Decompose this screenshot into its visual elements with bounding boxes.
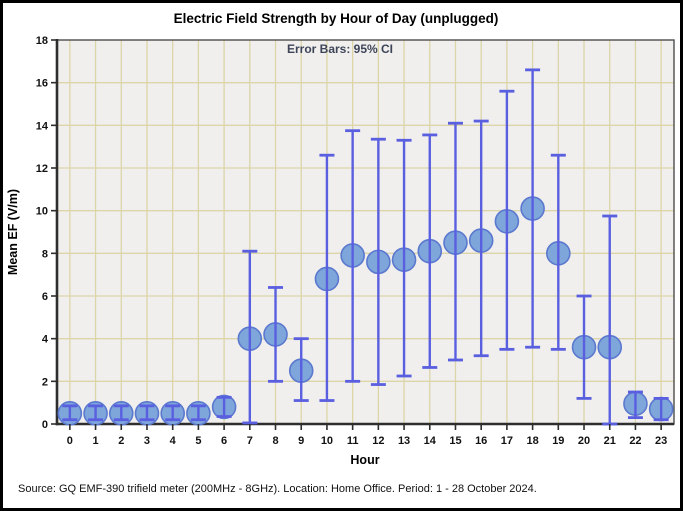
x-tick-label: 12 bbox=[372, 435, 384, 447]
x-tick-label: 18 bbox=[526, 435, 538, 447]
error-bar bbox=[525, 68, 541, 349]
x-tick-label: 4 bbox=[170, 435, 177, 447]
y-tick-label: 0 bbox=[42, 419, 48, 431]
error-bar bbox=[268, 286, 284, 383]
y-tick-label: 14 bbox=[36, 120, 49, 132]
error-bar bbox=[396, 138, 412, 378]
x-tick-label: 22 bbox=[629, 435, 641, 447]
x-tick-label: 16 bbox=[475, 435, 487, 447]
error-bar bbox=[370, 137, 386, 386]
x-tick-label: 21 bbox=[604, 435, 616, 447]
error-bar bbox=[653, 396, 669, 422]
error-bar bbox=[576, 294, 592, 400]
error-bar bbox=[627, 390, 643, 420]
x-tick-label: 13 bbox=[398, 435, 410, 447]
y-tick-label: 2 bbox=[42, 376, 48, 388]
x-tick-label: 8 bbox=[272, 435, 278, 447]
x-tick-label: 14 bbox=[424, 435, 437, 447]
x-tick-label: 10 bbox=[321, 435, 333, 447]
error-bar bbox=[216, 395, 232, 418]
error-bar bbox=[473, 119, 489, 358]
y-tick-label: 10 bbox=[36, 206, 48, 218]
x-tick-label: 3 bbox=[144, 435, 150, 447]
error-bar bbox=[293, 337, 309, 402]
source-note: Source: GQ EMF-390 trifield meter (200MH… bbox=[18, 483, 537, 495]
y-tick-label: 4 bbox=[42, 334, 49, 346]
y-tick-label: 12 bbox=[36, 163, 48, 175]
error-bar bbox=[447, 121, 463, 362]
error-bar bbox=[242, 249, 258, 425]
error-bar bbox=[88, 404, 104, 422]
x-tick-label: 2 bbox=[118, 435, 124, 447]
error-bar bbox=[139, 404, 155, 422]
y-tick-label: 18 bbox=[36, 35, 48, 47]
error-bar bbox=[62, 404, 78, 422]
error-bar bbox=[422, 133, 438, 369]
x-tick-label: 9 bbox=[298, 435, 304, 447]
x-tick-label: 1 bbox=[93, 435, 99, 447]
x-tick-label: 20 bbox=[578, 435, 590, 447]
x-axis-title: Hour bbox=[350, 453, 379, 467]
x-tick-label: 23 bbox=[655, 435, 667, 447]
plot-background bbox=[57, 40, 674, 424]
error-bar bbox=[165, 404, 181, 422]
x-tick-label: 19 bbox=[552, 435, 564, 447]
chart-title: Electric Field Strength by Hour of Day (… bbox=[174, 11, 499, 26]
error-bar bbox=[190, 404, 206, 422]
x-tick-label: 6 bbox=[221, 435, 227, 447]
y-tick-label: 8 bbox=[42, 248, 48, 260]
error-bar bbox=[113, 404, 129, 422]
error-bar bbox=[550, 153, 566, 351]
x-tick-label: 5 bbox=[195, 435, 201, 447]
x-tick-label: 15 bbox=[449, 435, 461, 447]
y-axis-title: Mean EF (V/m) bbox=[6, 189, 20, 275]
error-bar bbox=[499, 89, 515, 351]
x-tick-label: 17 bbox=[501, 435, 513, 447]
y-tick-label: 16 bbox=[36, 78, 48, 90]
error-bar bbox=[345, 129, 361, 383]
x-tick-label: 7 bbox=[247, 435, 253, 447]
annotation-error-bars: Error Bars: 95% CI bbox=[287, 42, 393, 56]
plot-group: 0 1 2 3 4 5 6 7 8 9 10 11 12 13 14 15 16 17 18 19 20 21 22 2302… bbox=[36, 35, 675, 447]
x-tick-label: 11 bbox=[347, 435, 359, 447]
error-bar bbox=[319, 153, 335, 402]
x-tick-label: 0 bbox=[67, 435, 73, 447]
y-tick-label: 6 bbox=[42, 291, 48, 303]
